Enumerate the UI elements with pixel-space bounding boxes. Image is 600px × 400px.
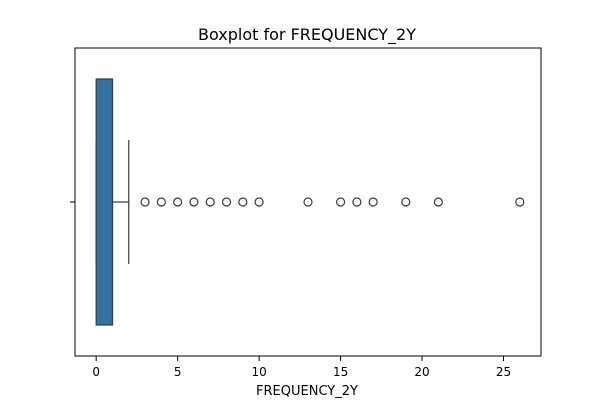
x-tick-label: 15 [333,365,348,379]
x-axis-ticks: 0 5 10 15 20 25 [92,356,511,379]
outlier-point [368,197,378,207]
outlier-point [515,197,525,207]
plot-area-frame [74,47,542,357]
x-tick-label: 10 [251,365,266,379]
outlier-point [189,197,199,207]
outlier-point [156,197,166,207]
outlier-point [433,197,443,207]
outlier-point [140,197,150,207]
outlier-point [335,197,346,207]
outlier-point [221,197,232,207]
outlier-point [205,197,215,207]
outlier-points [140,197,525,207]
outlier-point [401,197,411,207]
box-marks [95,78,130,326]
x-tick-label: 5 [174,365,182,379]
x-tick-label: 25 [496,365,511,379]
outlier-point [303,197,313,207]
outlier-point [173,197,183,207]
outlier-point [352,197,362,207]
outlier-point [238,197,248,207]
outlier-point [254,197,264,207]
x-axis-label: FREQUENCY_2Y [256,384,358,399]
x-tick-label: 0 [92,365,100,379]
chart-title: Boxplot for FREQUENCY_2Y [198,25,416,45]
x-tick-label: 20 [414,365,429,379]
box-iqr [95,78,114,326]
